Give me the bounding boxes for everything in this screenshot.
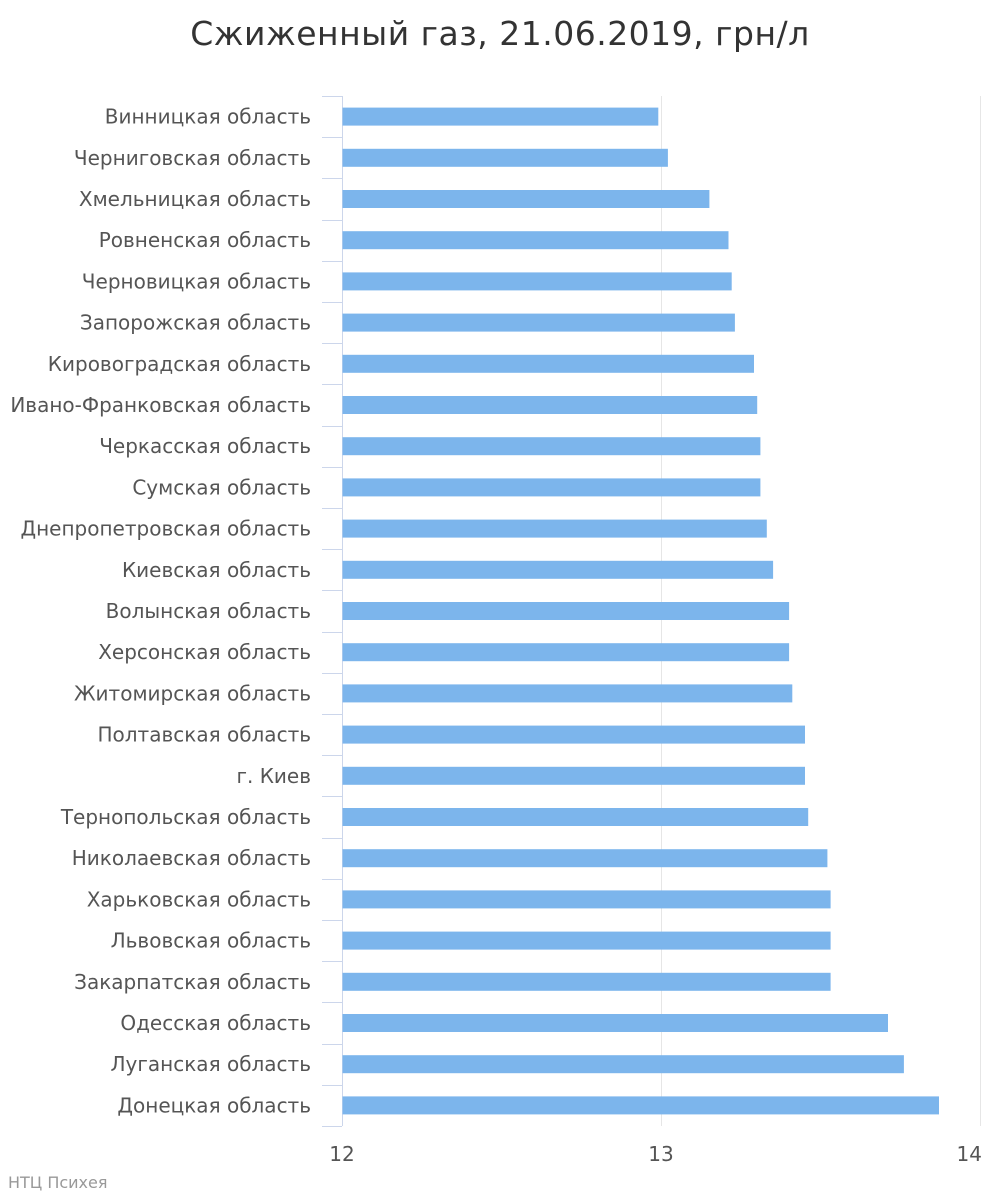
bar [342,354,754,373]
bar [342,890,831,909]
bar [342,272,732,291]
bar [342,519,767,538]
category-axis [322,96,343,1127]
category-label: Житомирская область [74,681,311,705]
category-label: Ивано-Франковская область [10,393,311,417]
category-label: Сумская область [132,475,311,499]
category-label: Черновицкая область [82,269,311,293]
category-label: Тернопольская область [60,805,311,829]
category-label: Днепропетровская область [20,517,311,541]
chart-title: Сжиженный газ, 21.06.2019, грн/л [190,14,810,53]
category-label: Хмельницкая область [79,187,311,211]
bar [342,437,761,456]
category-label: Харьковская область [87,887,311,911]
credits-label: НТЦ Психея [8,1173,108,1192]
bar [342,931,831,950]
bar [342,725,805,744]
category-label: Киевская область [122,558,311,582]
bar [342,602,790,620]
bar [342,313,735,332]
category-label: Луганская область [111,1052,311,1076]
category-label: Черкасская область [99,434,311,458]
bar [342,972,831,991]
bar [342,849,828,868]
bar [342,808,809,826]
bar [342,107,659,126]
category-label: Кировоградская область [48,352,311,376]
category-label: Винницкая область [105,105,311,129]
category-label: Запорожская область [80,311,311,335]
bar [342,684,793,703]
bar [342,1014,888,1032]
category-label: Закарпатская область [74,970,311,994]
bar [342,1096,939,1115]
x-tick-label: 14 [957,1142,982,1166]
category-labels: Винницкая область Черниговская область Хме… [10,105,311,1118]
bar [342,560,774,579]
category-label: Львовская область [111,929,311,953]
bar [342,396,758,414]
bar [342,643,790,662]
value-axis-ticks: 12 13 14 [329,1142,982,1166]
category-label: Николаевская область [72,846,311,870]
category-label: Херсонская область [98,640,311,664]
category-label: Донецкая область [117,1093,311,1117]
bar-series [342,107,939,1115]
category-label: Волынская область [106,599,311,623]
x-tick-label: 13 [648,1142,673,1166]
bar [342,478,761,497]
category-label: г. Киев [236,764,311,788]
bar [342,1055,904,1074]
x-tick-label: 12 [329,1142,354,1166]
category-label: Ровненская область [99,228,311,252]
bar [342,148,668,167]
category-label: Черниговская область [74,146,311,170]
category-label: Полтавская область [97,723,311,747]
bar [342,766,805,785]
bar [342,190,710,208]
category-label: Одесская область [120,1011,311,1035]
bar [342,231,729,250]
